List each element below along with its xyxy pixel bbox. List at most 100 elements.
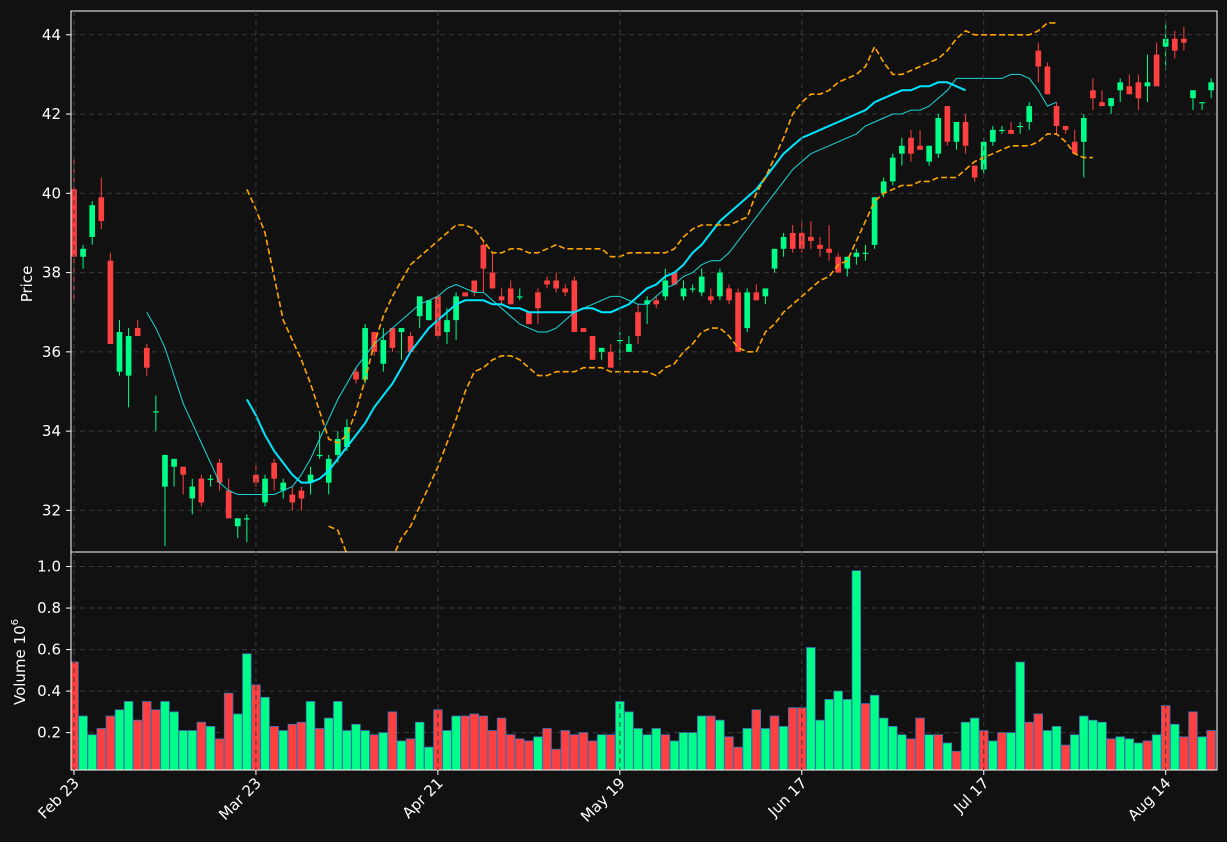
candle-body (726, 288, 732, 301)
candle-body (744, 292, 751, 329)
volume-bar (933, 734, 943, 770)
candle-body (571, 280, 578, 333)
candle-body (607, 351, 614, 368)
candle-body (1090, 90, 1096, 99)
volume-bar (87, 734, 97, 770)
volume-bar (1060, 744, 1071, 770)
volume-bar (587, 740, 598, 770)
volume-tick-label: 0.2 (37, 724, 61, 742)
candle-body (717, 272, 723, 297)
volume-bar (733, 746, 743, 770)
volume-bar (542, 728, 552, 770)
candle-body (535, 292, 541, 309)
candle-body (453, 296, 459, 321)
volume-bar (360, 730, 370, 770)
candle-body (953, 121, 960, 142)
volume-bar (160, 701, 170, 770)
candle-body (116, 332, 123, 372)
candle-body (498, 296, 505, 301)
volume-bar (669, 740, 680, 770)
candle-body (1171, 38, 1178, 51)
price-tick-label: 36 (42, 343, 61, 361)
volume-bar (860, 703, 871, 770)
volume-bar (287, 723, 298, 770)
volume-bar (78, 715, 88, 770)
candles-group (71, 22, 1214, 547)
volume-bar (305, 701, 316, 770)
candle-body (962, 121, 969, 146)
price-tick-label: 38 (42, 264, 61, 282)
candle-body (1071, 141, 1078, 154)
candle-body (1035, 50, 1042, 67)
volume-bar (1115, 736, 1125, 770)
candle-body (826, 248, 832, 253)
volume-bar (451, 715, 461, 770)
candle-body (307, 474, 314, 483)
candle-body (289, 494, 296, 503)
candle-body (344, 427, 350, 447)
volume-bar (578, 732, 589, 770)
candle-body (780, 236, 787, 249)
volume-bar (405, 738, 416, 770)
candle-body (1008, 129, 1014, 134)
volume-bar (942, 742, 953, 770)
volume-bar (1106, 738, 1116, 770)
candle-body (98, 197, 105, 222)
volume-bar (424, 746, 434, 770)
volume-bar (560, 730, 570, 770)
volume-bar (251, 684, 261, 770)
price-tick-label: 32 (42, 501, 61, 519)
candle-body (244, 518, 250, 520)
volume-bar (906, 738, 916, 770)
candle-body (262, 478, 268, 503)
volume-bar (869, 694, 880, 770)
candle-body (507, 288, 514, 305)
candle-body (298, 490, 305, 499)
volume-bar (1197, 736, 1207, 770)
candle-body (162, 454, 168, 487)
candle-body (489, 272, 496, 289)
candle-body (1126, 86, 1133, 95)
candle-body (635, 312, 641, 336)
candle-body (735, 292, 741, 352)
volume-bar (1006, 732, 1016, 770)
volume-bar (505, 734, 516, 770)
candle-body (598, 347, 605, 352)
volume-bar (915, 717, 925, 770)
candle-body (462, 292, 469, 297)
candle-body (917, 145, 923, 150)
volume-bar (460, 715, 470, 770)
candle-body (680, 288, 687, 297)
candle-body (444, 320, 450, 333)
candle-body (180, 466, 186, 475)
candle-body (871, 197, 878, 245)
volume-tick-label: 0.8 (37, 599, 61, 617)
volume-panel-frame (70, 551, 1218, 771)
volume-bar (642, 734, 652, 770)
candle-body (253, 474, 259, 483)
candle-body (471, 280, 478, 293)
volume-bar (815, 719, 825, 770)
volume-bar (151, 709, 161, 770)
volume-bar (324, 717, 334, 770)
candle-body (207, 478, 214, 480)
candle-body (380, 339, 387, 364)
candle-body (562, 288, 569, 293)
candle-body (398, 328, 405, 333)
volume-bar (233, 713, 243, 770)
volume-bar (524, 740, 534, 770)
volume-bar (1170, 723, 1180, 770)
volume-tick-label: 0.6 (37, 641, 61, 659)
volume-bar (878, 717, 889, 770)
candle-body (971, 165, 978, 178)
candle-body (589, 335, 596, 360)
volume-bar (396, 740, 407, 770)
volume-bar (951, 750, 962, 770)
volume-bar (787, 707, 798, 770)
candle-body (990, 129, 996, 142)
volume-bar (697, 715, 707, 770)
volume-bar (369, 734, 379, 770)
candle-body (171, 458, 177, 467)
candle-body (407, 335, 414, 352)
volume-axis-label-sup: 6 (10, 619, 21, 625)
